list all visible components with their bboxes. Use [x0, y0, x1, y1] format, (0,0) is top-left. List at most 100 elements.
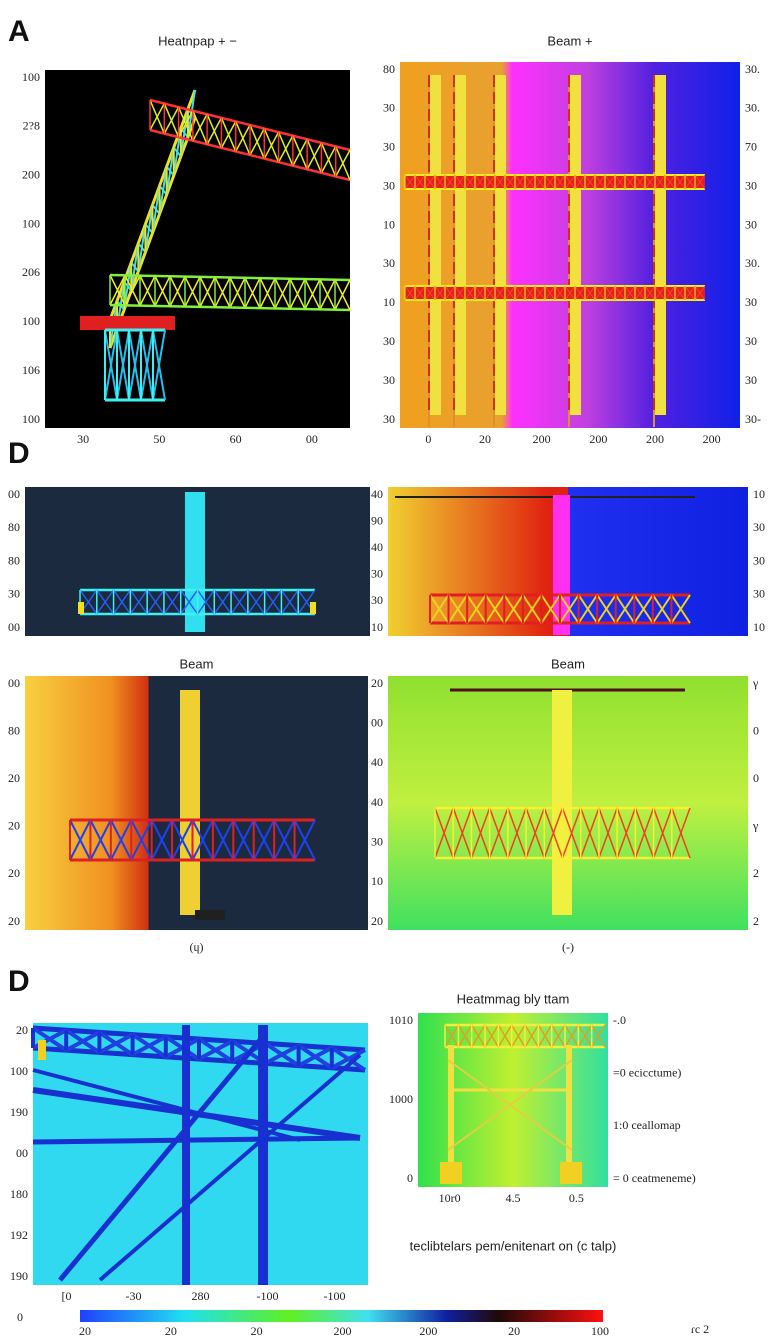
truss-member: [670, 594, 691, 624]
truss-member: [171, 819, 194, 861]
truss-member: [447, 594, 468, 624]
truss-member: [574, 285, 586, 301]
y-labels: 100: [22, 412, 40, 426]
truss-member: [457, 1024, 473, 1048]
truss-member: [297, 589, 316, 615]
truss-part: [569, 75, 581, 415]
truss-member: [444, 174, 456, 190]
y-labels: 0: [407, 1171, 413, 1185]
truss-member: [306, 142, 323, 170]
panel-label: A: [8, 15, 30, 48]
truss-member: [596, 594, 617, 624]
y2-labels: = 0 ceatmeneme): [613, 1171, 696, 1185]
truss-member: [163, 106, 180, 134]
x-labels: -30: [126, 1289, 142, 1303]
truss-member: [634, 807, 655, 859]
truss-member: [654, 285, 666, 301]
y-labels: 10: [371, 620, 383, 634]
y-labels: 20: [8, 866, 20, 880]
y2-labels: 30: [753, 587, 765, 601]
y2-labels: 70: [745, 140, 757, 154]
truss-member: [524, 285, 536, 301]
truss-member: [654, 174, 666, 190]
truss-member: [591, 1024, 606, 1048]
y-labels: 1010: [389, 1013, 413, 1027]
truss-member: [259, 278, 276, 309]
truss-member: [543, 807, 564, 859]
truss-member: [577, 594, 598, 624]
truss-member: [137, 224, 147, 272]
truss-member: [424, 285, 436, 301]
truss-member: [434, 807, 454, 859]
truss-part: [78, 602, 84, 614]
truss-member: [484, 1024, 499, 1048]
y-labels: 40: [371, 795, 383, 809]
y-labels: 00: [371, 715, 383, 729]
truss-part: [180, 690, 200, 915]
truss-member: [89, 819, 112, 861]
truss-member: [484, 594, 506, 624]
truss-member: [514, 174, 526, 190]
truss-member: [334, 279, 351, 311]
truss-member: [633, 594, 654, 624]
truss-member: [559, 594, 580, 624]
truss-member: [452, 807, 473, 859]
truss-member: [184, 276, 201, 307]
truss-member: [230, 589, 249, 615]
x-labels: [0: [62, 1289, 72, 1303]
y2-labels: 30-: [745, 412, 761, 426]
truss-member: [466, 594, 487, 624]
truss-member: [511, 1024, 526, 1048]
truss-member: [507, 807, 527, 859]
truss-member: [330, 1048, 366, 1070]
truss-member: [584, 174, 596, 190]
truss-member: [98, 1053, 362, 1282]
truss-member: [561, 807, 582, 859]
truss-member: [514, 285, 526, 301]
truss-member: [414, 285, 426, 301]
truss-member: [614, 174, 626, 190]
x-labels: 30: [77, 432, 89, 446]
y2-labels: 10: [753, 487, 765, 501]
truss-member: [544, 174, 556, 190]
truss-member: [235, 124, 251, 152]
truss-member: [652, 594, 673, 624]
truss-member: [152, 329, 166, 401]
truss-member: [289, 278, 306, 310]
x-labels: 0: [425, 432, 431, 446]
truss-member: [471, 1024, 486, 1048]
panel-label: D: [8, 965, 30, 998]
x-axis-label: teclibtelars pem/enitenart on (c talp): [410, 1238, 617, 1253]
truss-part: [429, 75, 441, 415]
truss-member: [404, 174, 416, 190]
truss-part: [494, 75, 506, 415]
truss-member: [154, 275, 171, 307]
truss-part: [182, 1025, 190, 1285]
truss-member: [504, 174, 516, 190]
colorbar-label: 20: [165, 1324, 177, 1338]
y-labels: 206: [22, 265, 40, 279]
truss-member: [534, 174, 546, 190]
truss-member: [146, 589, 165, 615]
y-labels: 10: [371, 874, 383, 888]
y-labels: 20: [16, 1023, 28, 1037]
truss-member: [247, 589, 266, 615]
truss-member: [199, 276, 216, 308]
truss-member: [128, 329, 142, 401]
truss-member: [594, 285, 606, 301]
y-labels: 190: [10, 1105, 28, 1119]
truss-member: [244, 277, 261, 309]
truss-member: [494, 174, 506, 190]
y-labels: 190: [10, 1269, 28, 1283]
truss-member: [474, 285, 486, 301]
truss-member: [488, 807, 509, 859]
truss-member: [150, 819, 173, 861]
truss-member: [130, 819, 153, 861]
truss-member: [554, 174, 566, 190]
truss-member: [503, 594, 524, 624]
truss-part: [552, 690, 572, 915]
y-labels: 80: [8, 723, 20, 737]
y2-labels: 2: [753, 866, 759, 880]
truss-member: [293, 819, 316, 861]
